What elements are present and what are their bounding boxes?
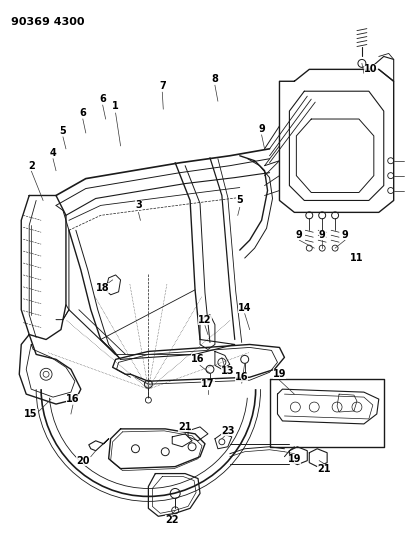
Text: 5: 5 (60, 126, 66, 136)
Text: 2: 2 (28, 160, 34, 171)
Text: 14: 14 (237, 303, 251, 313)
Text: 10: 10 (363, 64, 377, 75)
Text: 12: 12 (198, 314, 211, 325)
Text: 3: 3 (135, 200, 141, 211)
Text: 6: 6 (79, 108, 86, 118)
Text: 18: 18 (96, 283, 109, 293)
Text: 22: 22 (165, 515, 179, 525)
Text: 4: 4 (49, 148, 56, 158)
Text: 7: 7 (158, 81, 165, 91)
Text: 9: 9 (258, 124, 264, 134)
Text: 20: 20 (76, 456, 90, 466)
Text: 6: 6 (99, 94, 106, 104)
Text: 17: 17 (201, 379, 214, 389)
Text: 15: 15 (24, 409, 38, 419)
Text: 16: 16 (66, 394, 79, 404)
Text: 11: 11 (350, 253, 363, 263)
Text: 19: 19 (272, 369, 286, 379)
Text: 8: 8 (211, 74, 218, 84)
Text: 19: 19 (287, 454, 301, 464)
Text: 13: 13 (221, 366, 234, 376)
Text: 16: 16 (191, 354, 204, 365)
Text: 23: 23 (221, 426, 234, 436)
Text: 16: 16 (234, 372, 248, 382)
Text: 1: 1 (112, 101, 119, 111)
Text: 21: 21 (317, 464, 330, 474)
Text: 9: 9 (295, 230, 302, 240)
Text: 90369 4300: 90369 4300 (11, 17, 85, 27)
Text: 21: 21 (178, 422, 192, 432)
Text: 5: 5 (236, 196, 243, 205)
Text: 9: 9 (318, 230, 325, 240)
Text: 9: 9 (341, 230, 347, 240)
